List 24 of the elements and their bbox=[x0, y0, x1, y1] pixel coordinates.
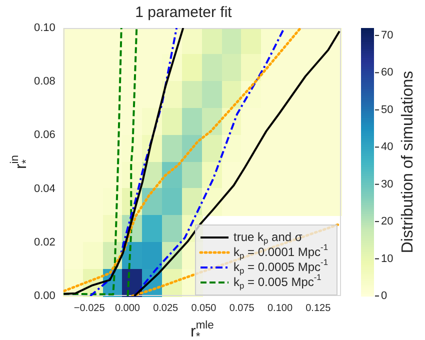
chart-title: 1 parameter fit bbox=[135, 4, 233, 22]
color-bar-label: 30 bbox=[381, 178, 394, 190]
x-tick-label: −0.025 bbox=[74, 302, 106, 314]
y-axis-title: r*in bbox=[9, 154, 32, 170]
color-bar-title: Distribution of simulations bbox=[399, 70, 416, 254]
x-tick-label: 0.050 bbox=[191, 302, 217, 314]
color-bar-label: 60 bbox=[381, 66, 394, 79]
y-tick-label: 0.06 bbox=[34, 129, 56, 142]
color-bar-label: 20 bbox=[381, 216, 394, 228]
x-tick-label: 0.125 bbox=[306, 302, 332, 314]
color-bar-label: 70 bbox=[381, 29, 394, 42]
color-bar-label: 50 bbox=[381, 104, 394, 116]
x-tick-label: 0.100 bbox=[267, 302, 293, 314]
y-tick-label: 0.04 bbox=[34, 182, 56, 195]
y-tick-label: 0.02 bbox=[34, 236, 56, 248]
y-tick-label: 0.00 bbox=[34, 290, 56, 302]
y-tick-label: 0.10 bbox=[34, 22, 56, 34]
x-tick-label: 0.000 bbox=[114, 302, 140, 314]
x-tick-label: 0.025 bbox=[153, 302, 179, 314]
x-tick-label: 0.075 bbox=[229, 302, 255, 314]
color-bar-label: 10 bbox=[381, 252, 394, 265]
color-bar-label: 40 bbox=[381, 141, 394, 154]
y-tick-label: 0.08 bbox=[34, 76, 56, 88]
color-bar-label: 0 bbox=[381, 290, 388, 302]
